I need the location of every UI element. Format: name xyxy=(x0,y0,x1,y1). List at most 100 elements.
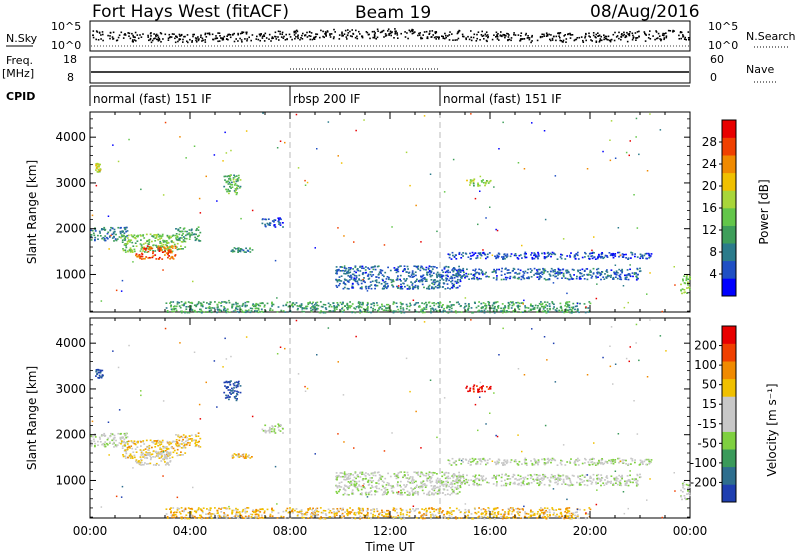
noise-sample-dot xyxy=(204,32,207,35)
range-gate-cell xyxy=(350,274,352,277)
range-gate-cell xyxy=(344,489,346,491)
range-gate-cell xyxy=(131,441,134,444)
noise-sample-dot xyxy=(167,39,170,41)
range-gate-cell xyxy=(311,302,313,305)
range-gate-cell xyxy=(515,477,517,480)
range-gate-cell xyxy=(191,440,193,442)
range-gate-cell xyxy=(447,472,450,474)
range-gate-cell xyxy=(420,309,423,311)
range-gate-cell xyxy=(601,271,604,273)
range-gate-cell xyxy=(166,462,168,464)
range-gate-cell xyxy=(180,435,183,438)
range-gate-cell xyxy=(533,257,536,260)
range-gate-cell xyxy=(239,185,242,188)
range-gate-cell xyxy=(641,254,644,257)
range-gate-cell xyxy=(272,303,275,306)
range-gate-cell xyxy=(377,471,380,473)
range-gate-cell xyxy=(439,275,442,278)
range-gate-cell xyxy=(337,269,339,271)
range-gate-cell xyxy=(130,440,133,442)
range-gate-cell xyxy=(458,285,461,287)
range-gate-cell xyxy=(436,230,438,233)
range-gate-cell xyxy=(572,307,574,310)
range-gate-cell xyxy=(175,443,177,445)
noise-sample-dot xyxy=(341,33,343,35)
noise-sample-dot xyxy=(536,39,539,42)
range-gate-cell xyxy=(554,275,557,278)
range-gate-cell xyxy=(388,307,391,310)
range-gate-cell xyxy=(239,391,242,394)
noise-sample-dot xyxy=(404,31,406,33)
noise-sample-dot xyxy=(595,41,598,43)
range-gate-cell xyxy=(95,164,98,167)
noise-sample-dot xyxy=(497,33,499,35)
noise-sample-dot xyxy=(655,31,658,33)
range-gate-cell xyxy=(138,462,141,465)
noise-sample-dot xyxy=(212,38,214,41)
range-gate-cell xyxy=(498,148,500,150)
range-gate-cell xyxy=(397,481,399,483)
range-gate-cell xyxy=(363,280,365,282)
noise-sample-dot xyxy=(142,33,144,35)
range-gate-cell xyxy=(633,194,635,196)
range-gate-cell xyxy=(447,266,450,268)
noise-sample-dot xyxy=(112,31,115,34)
range-gate-cell xyxy=(503,308,506,310)
noise-sample-dot xyxy=(384,33,387,35)
range-gate-cell xyxy=(368,474,371,476)
noise-sample-dot xyxy=(504,36,506,39)
range-gate-cell xyxy=(258,304,260,307)
range-gate-cell xyxy=(245,453,247,456)
range-gate-cell xyxy=(456,275,459,278)
range-gate-cell xyxy=(523,459,526,461)
range-gate-cell xyxy=(269,307,272,310)
range-gate-cell xyxy=(365,266,367,268)
range-gate-cell xyxy=(462,267,465,270)
range-gate-cell xyxy=(406,494,409,496)
range-gate-cell xyxy=(372,309,374,312)
range-gate-cell xyxy=(232,389,234,391)
range-gate-cell xyxy=(603,256,606,259)
range-gate-cell xyxy=(184,234,187,237)
range-gate-cell xyxy=(485,463,487,466)
range-gate-cell xyxy=(99,235,102,237)
range-gate-cell xyxy=(278,425,280,427)
range-gate-cell xyxy=(90,441,93,444)
noise-sample-dot xyxy=(665,36,668,39)
range-gate-cell xyxy=(166,441,169,444)
range-gate-cell xyxy=(445,274,448,277)
range-gate-cell xyxy=(289,301,291,303)
range-gate-cell xyxy=(426,303,428,306)
noise-sample-dot xyxy=(435,31,437,33)
noise-sample-dot xyxy=(582,39,584,42)
range-gate-cell xyxy=(421,280,424,283)
range-gate-cell xyxy=(374,265,376,267)
range-gate-cell xyxy=(175,309,178,312)
range-gate-cell xyxy=(378,281,381,284)
range-gate-cell xyxy=(452,267,455,270)
range-gate-cell xyxy=(618,474,621,477)
noise-sample-dot xyxy=(390,31,393,34)
range-gate-cell xyxy=(159,452,162,454)
noise-sample-dot xyxy=(503,34,506,37)
range-gate-cell xyxy=(178,238,181,240)
noise-sample-dot xyxy=(204,39,206,41)
range-gate-cell xyxy=(152,250,154,252)
range-gate-cell xyxy=(392,280,395,283)
noise-sample-dot xyxy=(177,40,179,43)
range-gate-cell xyxy=(473,481,476,484)
range-gate-cell xyxy=(361,473,363,475)
noise-sample-dot xyxy=(636,31,639,33)
noise-sample-dot xyxy=(649,30,651,32)
noise-sample-dot xyxy=(182,38,184,41)
range-gate-cell xyxy=(155,442,158,444)
range-gate-cell xyxy=(581,481,584,483)
range-gate-cell xyxy=(592,473,595,476)
range-gate-cell xyxy=(128,138,130,141)
range-gate-cell xyxy=(439,485,441,488)
range-gate-cell xyxy=(399,471,401,474)
range-gate-cell xyxy=(360,488,363,491)
range-gate-cell xyxy=(351,287,354,289)
range-gate-cell xyxy=(565,270,567,272)
range-gate-cell xyxy=(183,442,185,444)
